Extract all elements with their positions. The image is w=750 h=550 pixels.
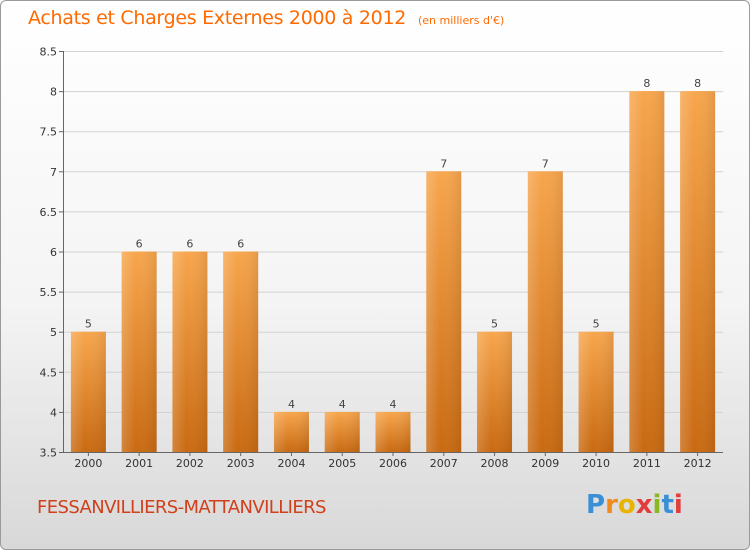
bar-shine [527,171,563,453]
data-label: 4 [390,398,397,411]
bar-shine [629,91,665,452]
y-tick-label: 5 [50,326,57,339]
y-tick-label: 3.5 [40,447,58,460]
y-tick-label: 7 [50,166,57,179]
y-tick-label: 6 [50,246,57,259]
labels: 3.5 4 4.5 5 5.5 6 6.5 7 7.5 8 8.5 5 2000 6 2001 6 2002 6 2… [40,46,712,471]
bar-shine [578,331,614,452]
x-tick-label: 2010 [582,457,610,470]
data-label: 4 [288,398,295,411]
logo-letter: t [661,490,674,520]
commune-name: FESSANVILLIERS-MATTANVILLIERS [37,497,326,518]
y-tick-label: 8.5 [40,46,58,59]
data-label: 6 [237,238,244,251]
proxiti-logo: Proxiti [586,490,683,520]
bar-shine [324,411,360,452]
x-tick-label: 2001 [125,457,153,470]
bar-shine [223,251,259,452]
bar-shine [375,411,411,452]
y-tick-label: 6.5 [40,206,58,219]
bar-shine [680,91,716,452]
chart-subtitle: (en milliers d'€) [418,14,505,27]
data-label: 7 [440,157,447,170]
data-label: 5 [593,318,600,331]
y-tick-label: 8 [50,86,57,99]
data-label: 8 [694,77,701,90]
grid-lines [63,51,723,413]
data-label: 5 [491,318,498,331]
bars [70,91,716,453]
data-label: 6 [186,238,193,251]
bar-shine [426,171,462,453]
x-tick-label: 2007 [430,457,458,470]
bar-shine [172,251,208,452]
bar-shine [121,251,157,452]
x-tick-label: 2002 [176,457,204,470]
x-tick-label: 2011 [633,457,661,470]
logo-letter: r [605,490,618,520]
data-label: 5 [85,318,92,331]
x-tick-label: 2000 [74,457,102,470]
bar-shine [273,411,309,452]
y-tick-label: 4.5 [40,366,58,379]
x-tick-label: 2008 [481,457,509,470]
axes [59,51,723,456]
x-tick-label: 2005 [328,457,356,470]
data-label: 4 [339,398,346,411]
logo-letter: i [673,490,683,520]
data-label: 7 [542,157,549,170]
logo-letter: x [635,490,653,520]
data-label: 8 [643,77,650,90]
logo-letter: i [652,490,662,520]
chart-title: Achats et Charges Externes 2000 à 2012 [28,7,407,29]
y-tick-label: 5.5 [40,286,58,299]
bar-shine [70,331,106,452]
x-tick-label: 2003 [227,457,255,470]
y-tick-label: 7.5 [40,126,58,139]
data-label: 6 [136,238,143,251]
x-tick-label: 2006 [379,457,407,470]
y-tick-label: 4 [50,406,57,419]
x-tick-label: 2012 [684,457,712,470]
logo-letter: P [586,490,606,520]
x-tick-label: 2009 [531,457,559,470]
logo-letter: o [617,490,636,520]
bar-shine [477,331,513,452]
x-tick-label: 2004 [277,457,305,470]
